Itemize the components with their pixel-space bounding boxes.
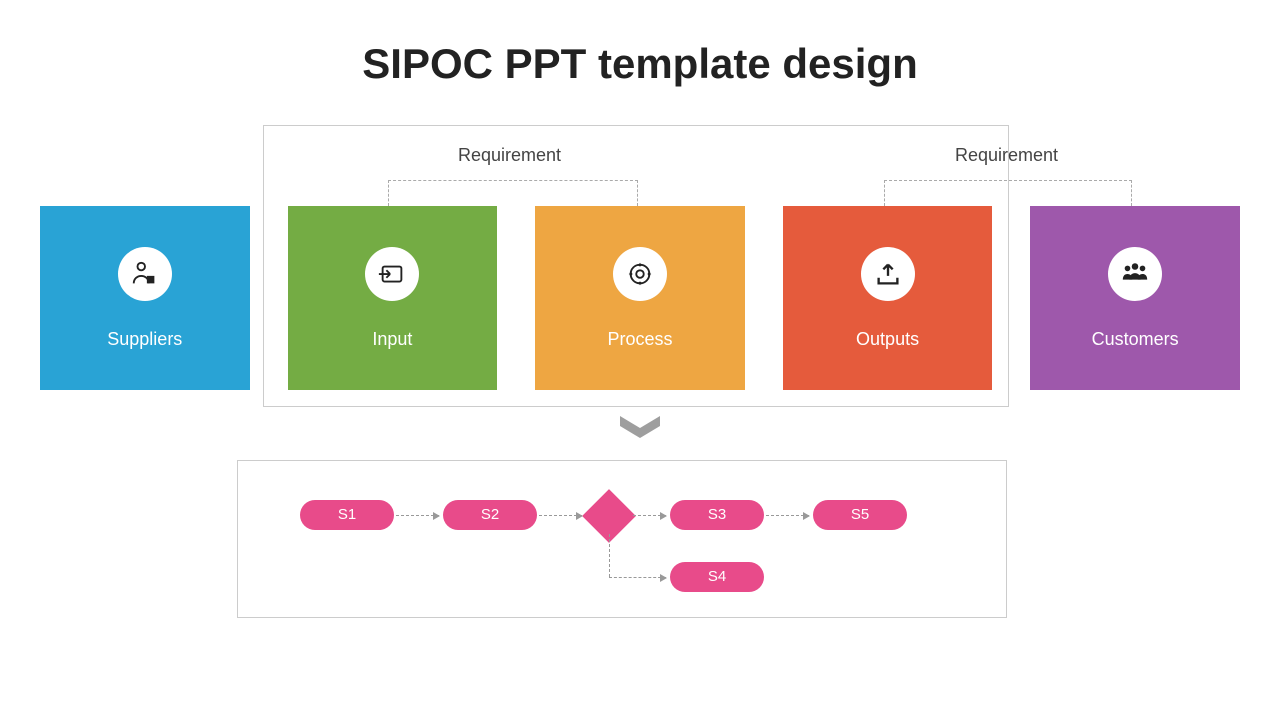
requirement-label-2: Requirement	[955, 145, 1058, 166]
flow-step-s2: S2	[443, 500, 537, 530]
process-icon	[613, 247, 667, 301]
flow-elbow-vertical	[609, 534, 610, 577]
flow-step-s1: S1	[300, 500, 394, 530]
card-label-suppliers: Suppliers	[107, 329, 182, 350]
flow-arrow-4	[766, 515, 809, 516]
flow-arrow-5	[609, 577, 666, 578]
card-label-process: Process	[607, 329, 672, 350]
flow-step-s5: S5	[813, 500, 907, 530]
customers-icon	[1108, 247, 1162, 301]
bracket-2	[884, 180, 1132, 206]
requirement-label-1: Requirement	[458, 145, 561, 166]
card-label-input: Input	[372, 329, 412, 350]
card-process: Process	[535, 206, 745, 390]
chevron-down-icon	[618, 414, 662, 444]
flow-arrow-1	[396, 515, 439, 516]
sipoc-cards-row: Suppliers Input Process Outputs Customer…	[40, 206, 1240, 390]
flow-step-s3: S3	[670, 500, 764, 530]
card-input: Input	[288, 206, 498, 390]
card-customers: Customers	[1030, 206, 1240, 390]
flow-arrow-3	[633, 515, 666, 516]
card-label-outputs: Outputs	[856, 329, 919, 350]
flow-step-s4: S4	[670, 562, 764, 592]
process-flow-frame	[237, 460, 1007, 618]
card-suppliers: Suppliers	[40, 206, 250, 390]
input-icon	[365, 247, 419, 301]
card-label-customers: Customers	[1092, 329, 1179, 350]
flow-arrow-2	[539, 515, 582, 516]
supplier-icon	[118, 247, 172, 301]
card-outputs: Outputs	[783, 206, 993, 390]
bracket-1	[388, 180, 638, 206]
output-icon	[861, 247, 915, 301]
page-title: SIPOC PPT template design	[0, 0, 1280, 88]
